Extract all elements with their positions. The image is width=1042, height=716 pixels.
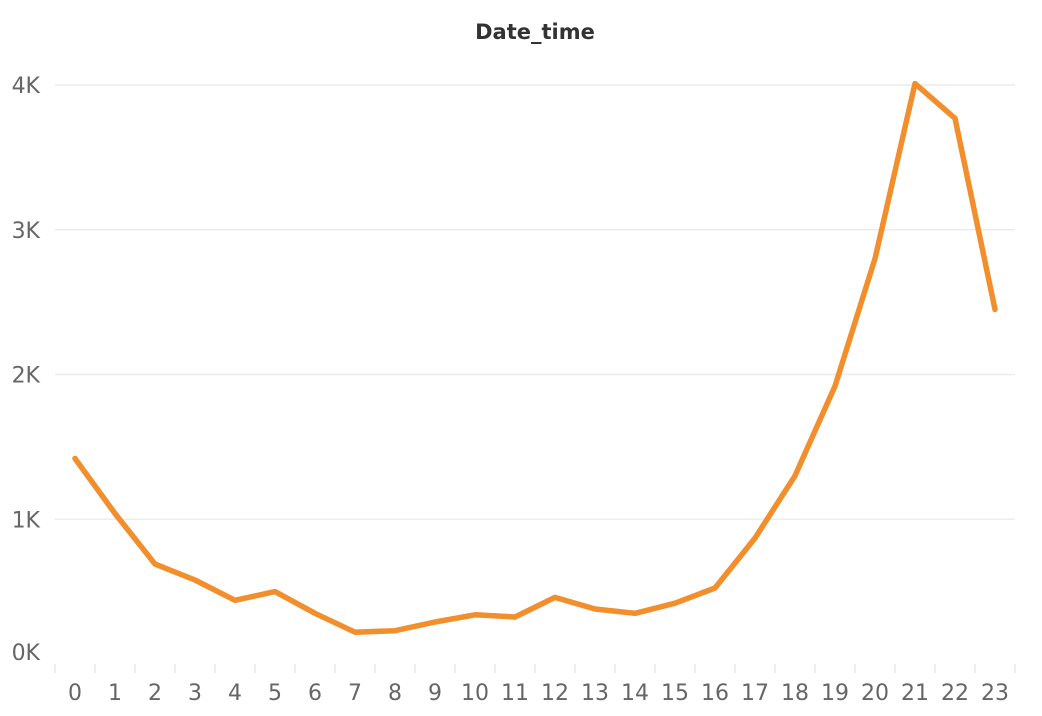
x-tick-label: 23: [981, 681, 1009, 706]
x-tick-label: 5: [268, 681, 282, 706]
data-point[interactable]: [472, 612, 478, 618]
x-tick-label: 9: [428, 681, 442, 706]
data-point[interactable]: [272, 589, 278, 595]
x-tick-label: 1: [108, 681, 122, 706]
x-tick-label: 0: [68, 681, 82, 706]
data-point[interactable]: [392, 628, 398, 634]
x-tick-label: 13: [581, 681, 609, 706]
x-tick-label: 16: [701, 681, 729, 706]
x-tick-label: 21: [901, 681, 929, 706]
data-point[interactable]: [792, 473, 798, 479]
chart-title: Date_time: [475, 20, 595, 44]
y-tick-label: 0K: [12, 641, 41, 666]
x-tick-label: 17: [741, 681, 769, 706]
data-point[interactable]: [592, 606, 598, 612]
x-tick-label: 6: [308, 681, 322, 706]
x-tick-label: 20: [861, 681, 889, 706]
y-tick-label: 1K: [12, 508, 41, 533]
data-point[interactable]: [952, 115, 958, 121]
data-point[interactable]: [832, 383, 838, 389]
data-point[interactable]: [152, 561, 158, 567]
data-point[interactable]: [312, 610, 318, 616]
data-point[interactable]: [112, 510, 118, 516]
data-point[interactable]: [912, 81, 918, 87]
data-point[interactable]: [432, 619, 438, 625]
data-point[interactable]: [352, 629, 358, 635]
x-tick-label: 22: [941, 681, 969, 706]
series-layer: [72, 80, 998, 635]
data-point[interactable]: [752, 535, 758, 541]
x-tick-label: 8: [388, 681, 402, 706]
data-point[interactable]: [632, 610, 638, 616]
y-axis: 0K 1K 2K 3K 4K: [12, 74, 41, 666]
x-tick-label: 18: [781, 681, 809, 706]
x-tick-label: 11: [501, 681, 529, 706]
x-tick-label: 19: [821, 681, 849, 706]
series-line: [72, 80, 998, 635]
x-tick-label: 10: [461, 681, 489, 706]
gridlines: [55, 84, 1015, 520]
data-point[interactable]: [872, 256, 878, 262]
data-point[interactable]: [992, 306, 998, 312]
data-point[interactable]: [232, 597, 238, 603]
y-tick-label: 3K: [12, 219, 41, 244]
x-tick-label: 2: [148, 681, 162, 706]
y-tick-label: 4K: [12, 74, 41, 99]
data-point[interactable]: [712, 585, 718, 591]
x-tick-label: 15: [661, 681, 689, 706]
data-point[interactable]: [672, 600, 678, 606]
x-axis: 0 1 2 3 4 5 6 7 8 9 10 11 12 13 14 15 16 17 18 19 20 21 22 23: [54, 664, 1016, 706]
x-tick-label: 7: [348, 681, 362, 706]
x-tick-label: 4: [228, 681, 242, 706]
x-tick-label: 12: [541, 681, 569, 706]
data-point[interactable]: [512, 614, 518, 620]
data-point[interactable]: [72, 455, 78, 461]
x-tick-label: 14: [621, 681, 649, 706]
y-tick-label: 2K: [12, 364, 41, 389]
x-tick-label: 3: [188, 681, 202, 706]
data-point[interactable]: [552, 594, 558, 600]
data-point[interactable]: [192, 577, 198, 583]
